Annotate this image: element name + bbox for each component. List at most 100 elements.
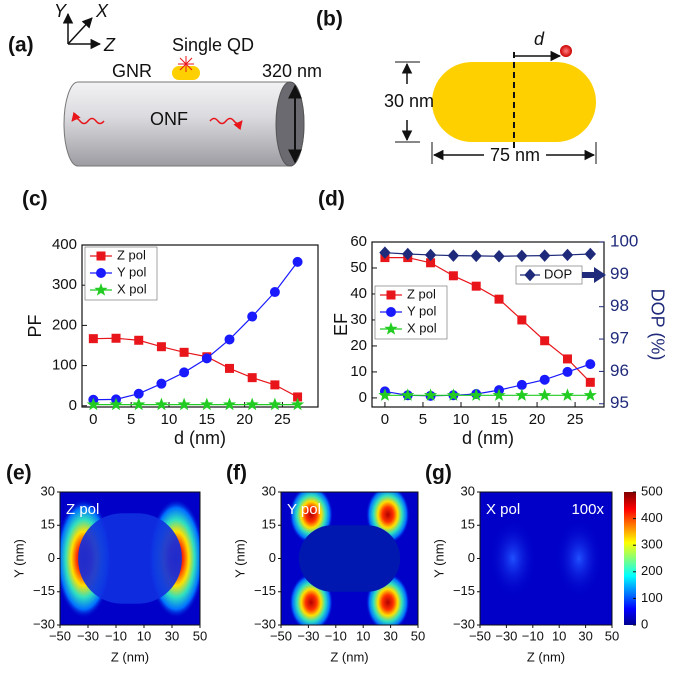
x-tick-label: 5 [419, 411, 427, 428]
legend-label: DOP [544, 266, 572, 281]
y-axis-label: Y (nm) [431, 539, 446, 578]
y2-tick-label: 100 [610, 231, 638, 250]
y-tick-label: 200 [52, 316, 77, 333]
x-tick-label: 50 [193, 628, 207, 643]
colorbar-tick-label: 200 [641, 563, 663, 578]
x-tick-label: 30 [165, 628, 179, 643]
x-tick-label: 30 [578, 628, 592, 643]
marker [222, 397, 237, 411]
x-tick-label: 10 [356, 628, 370, 643]
y-tick-label: −15 [453, 583, 475, 598]
panel-label: (d) [318, 188, 345, 211]
series-line [93, 337, 298, 398]
y-tick-label: 400 [52, 236, 77, 253]
marker [584, 247, 596, 261]
marker [424, 248, 437, 262]
y-tick-label: 0 [69, 397, 77, 414]
x-tick-label: 10 [137, 628, 151, 643]
y-tick-label: −30 [453, 616, 475, 631]
y-tick-label: 15 [461, 517, 475, 532]
panel-label: (f) [226, 462, 247, 485]
y-tick-label: 15 [41, 517, 55, 532]
y-tick-label: 0 [269, 550, 276, 565]
panel-label: (b) [316, 8, 343, 31]
marker [517, 315, 527, 325]
marker [225, 363, 234, 373]
marker [401, 388, 415, 401]
x-tick-label: 15 [491, 411, 508, 428]
x-tick-label: 10 [552, 628, 566, 643]
rod [78, 513, 182, 604]
panel-label: (a) [8, 34, 34, 57]
y-tick-label: 0 [48, 550, 55, 565]
label: 75 nm [490, 145, 540, 165]
marker [560, 388, 575, 401]
marker [540, 336, 550, 346]
marker [179, 347, 189, 357]
x-tick-label: −30 [77, 628, 99, 643]
marker [132, 397, 146, 411]
y-tick-label: 30 [41, 483, 55, 498]
y2-tick-label: 99 [610, 264, 629, 283]
marker [269, 287, 280, 298]
y-tick-label: 100 [52, 357, 77, 374]
marker [384, 322, 398, 335]
x-tick-label: 50 [605, 628, 619, 643]
marker [585, 377, 595, 387]
marker [156, 378, 167, 389]
x-tick-label: 25 [567, 411, 584, 428]
y-tick-label: 0 [359, 389, 367, 406]
legend-label: Y pol [407, 303, 437, 318]
y-tick-label: 15 [262, 517, 276, 532]
marker [562, 354, 572, 364]
marker [134, 335, 144, 345]
y-tick-label: 0 [468, 550, 475, 565]
wave [71, 111, 105, 125]
y-tick-label: −15 [33, 583, 55, 598]
x-tick-label: −30 [297, 628, 319, 643]
label: 30 nm [384, 91, 434, 111]
plot-frame [371, 241, 605, 408]
axis-label: X [95, 1, 109, 21]
marker [96, 268, 106, 278]
x-tick-label: 25 [274, 411, 291, 428]
legend-label: Z pol [407, 286, 436, 301]
y-tick-label: −15 [254, 583, 276, 598]
y-tick-label: 30 [461, 483, 475, 498]
glow [555, 518, 603, 599]
marker [200, 397, 214, 411]
label: ONF [150, 109, 188, 129]
colorbar [624, 492, 636, 625]
marker [538, 249, 551, 262]
label: Single QD [172, 35, 254, 55]
qd [560, 45, 572, 57]
y-tick-label: 300 [52, 276, 77, 293]
label: d [534, 29, 545, 49]
colorbar-tick-label: 0 [641, 616, 648, 631]
marker [448, 271, 458, 281]
marker [423, 388, 438, 401]
marker [156, 342, 166, 352]
x-tick-label: 20 [236, 411, 253, 428]
marker [270, 380, 280, 390]
axis-pointer [582, 267, 606, 283]
marker [561, 248, 574, 262]
marker [469, 388, 483, 401]
y-axis-label: EF [331, 313, 351, 336]
x-tick-label: 10 [161, 411, 178, 428]
y-tick-label: −30 [33, 616, 55, 631]
y-axis-label: Y (nm) [232, 539, 247, 578]
axis-label: Z [103, 35, 116, 55]
y-tick-label: 50 [350, 259, 367, 276]
axis-label: Y [54, 1, 68, 21]
y-axis-label: PF [25, 314, 45, 337]
gnr [172, 66, 200, 80]
plot-frame [81, 244, 319, 408]
label: GNR [112, 61, 152, 81]
panel-label: (e) [6, 462, 32, 485]
marker [492, 388, 506, 401]
marker [86, 397, 100, 411]
marker [446, 388, 460, 401]
glow [489, 518, 537, 599]
marker [179, 367, 190, 378]
